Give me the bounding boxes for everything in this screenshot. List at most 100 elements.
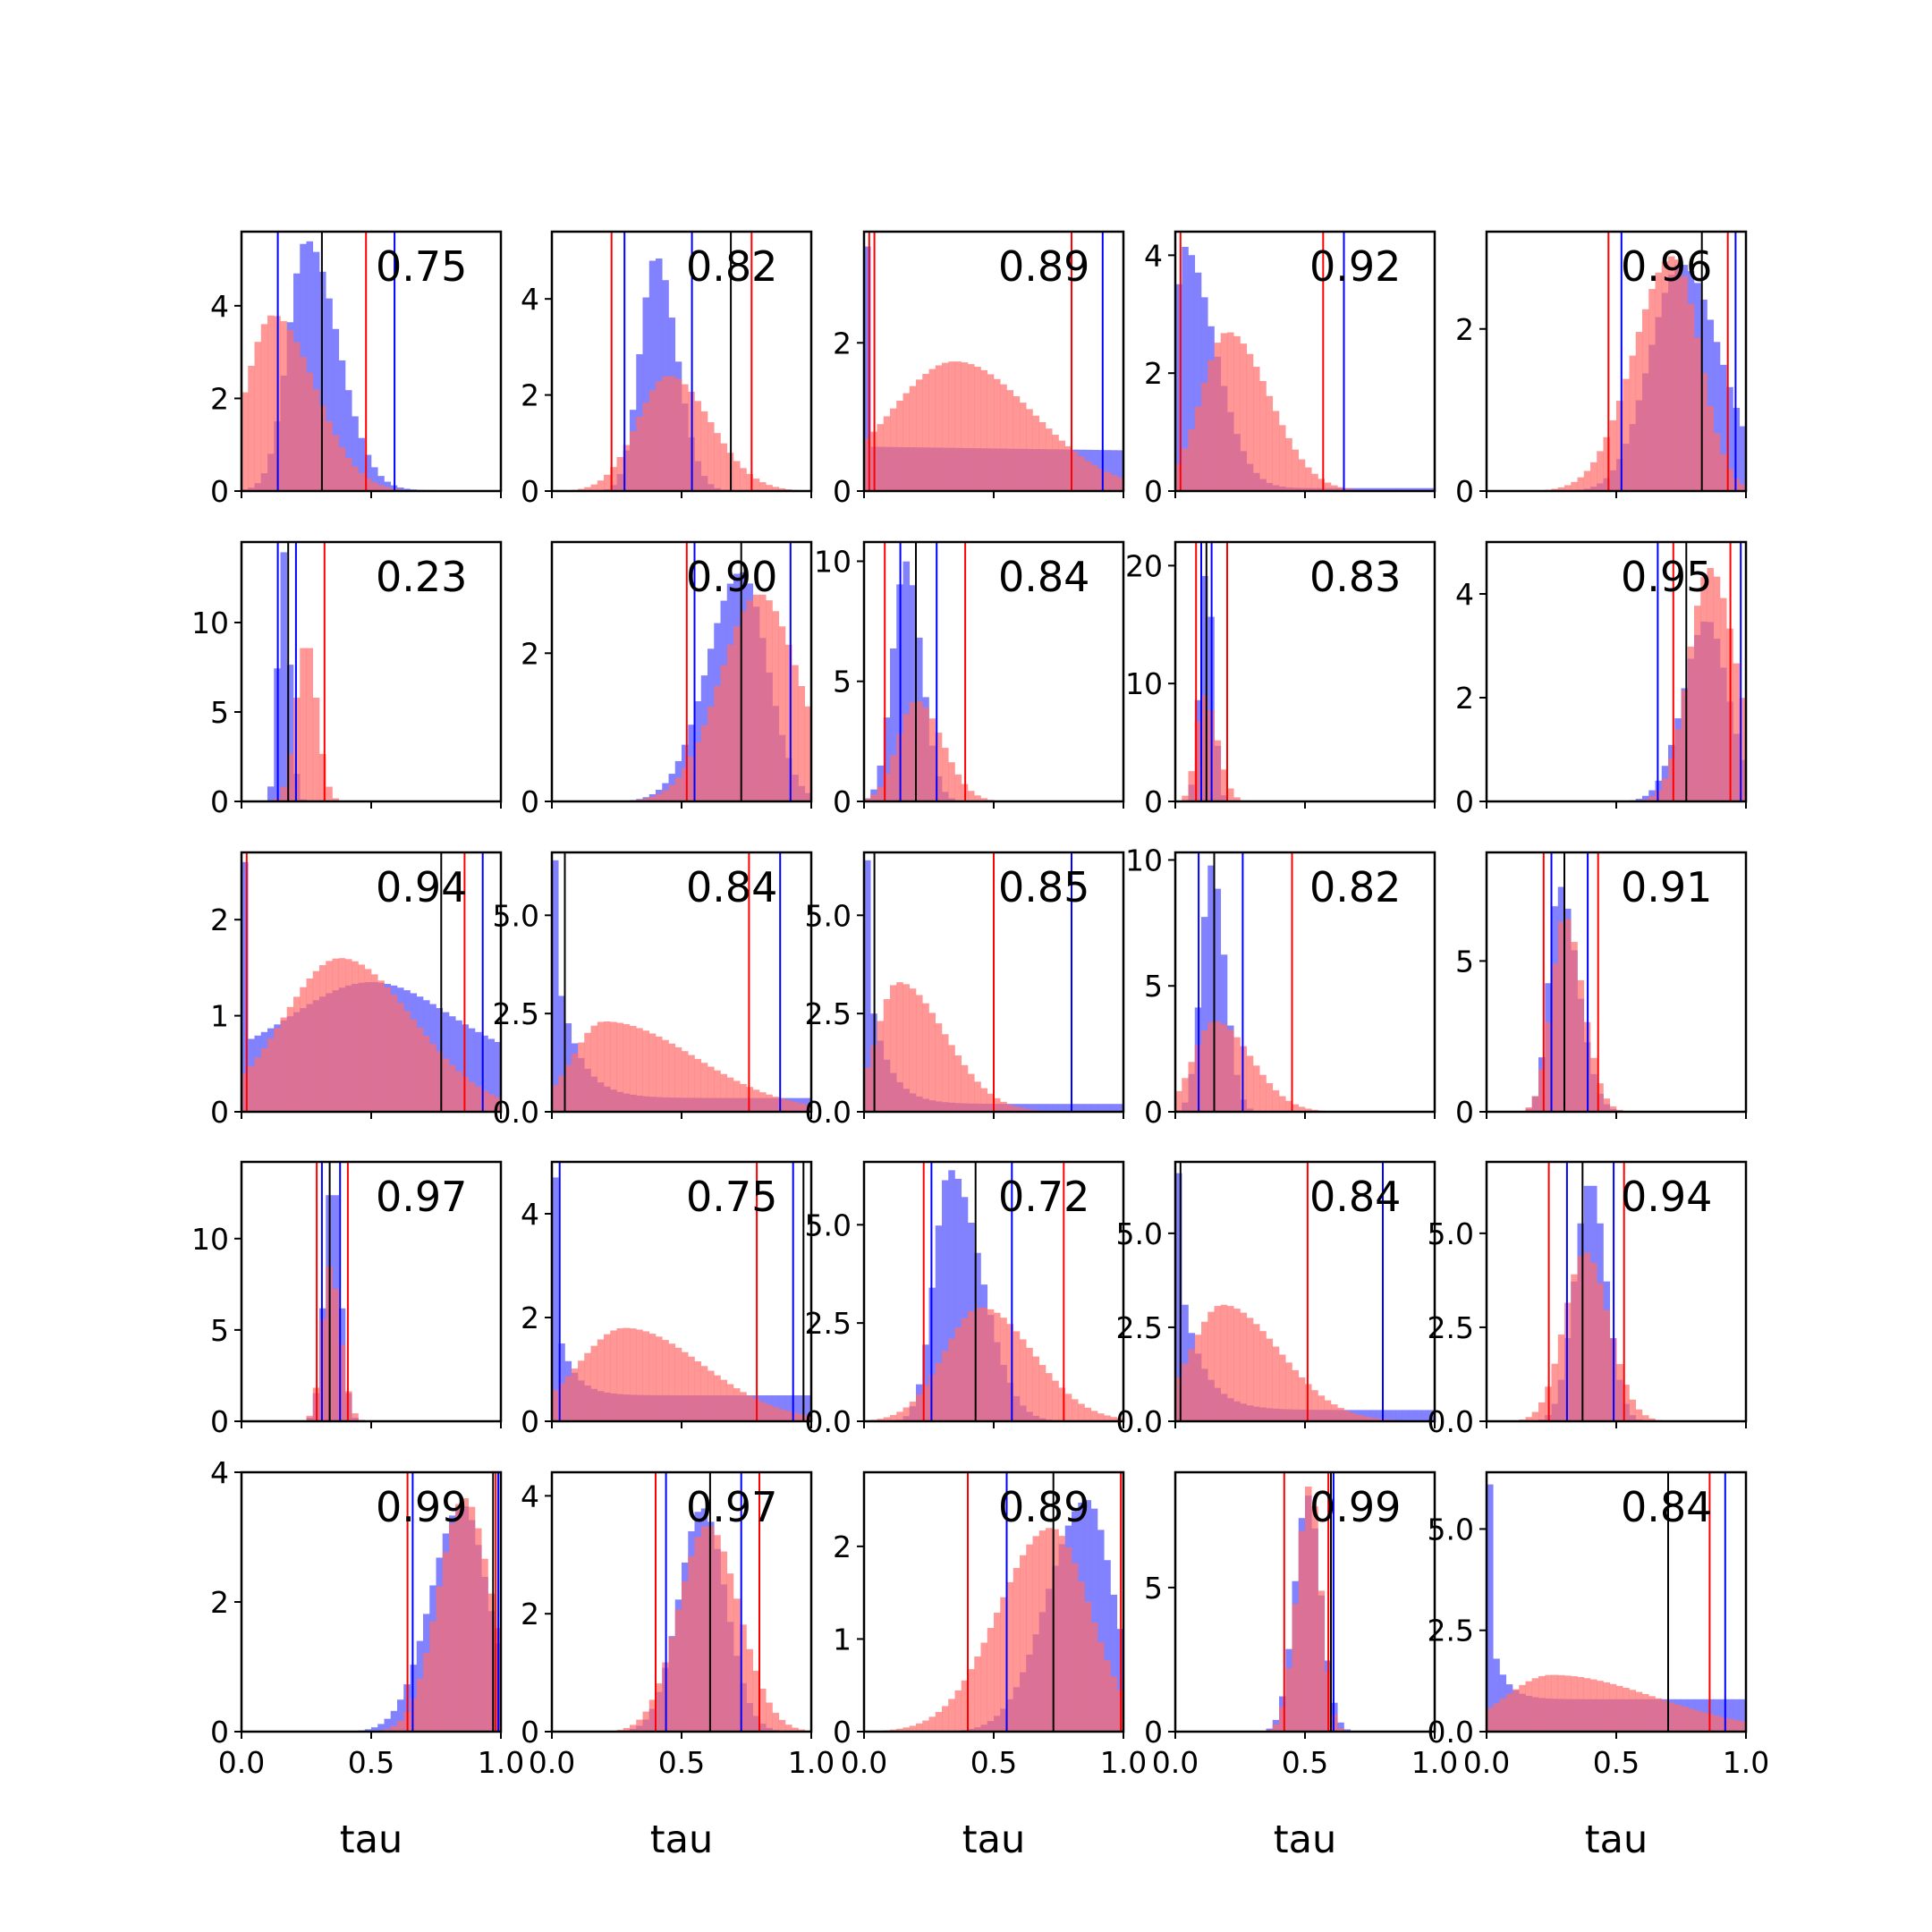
red-hist-bar bbox=[423, 1653, 430, 1732]
red-hist-bar bbox=[1700, 577, 1707, 801]
red-hist-bar bbox=[487, 1094, 496, 1112]
red-hist-bar bbox=[494, 1097, 501, 1112]
red-hist-bar bbox=[1603, 436, 1611, 491]
red-hist-bar bbox=[584, 487, 591, 491]
blue-hist-bar bbox=[648, 260, 657, 491]
red-hist-bar bbox=[1116, 477, 1123, 491]
red-hist-bar bbox=[1298, 1377, 1306, 1421]
panel-plot-area bbox=[1487, 1472, 1746, 1732]
red-hist-bar bbox=[636, 1329, 643, 1421]
red-hist-bar bbox=[1648, 289, 1656, 491]
red-hist-bar bbox=[909, 386, 917, 491]
red-hist-bar bbox=[1272, 1089, 1280, 1112]
red-hist-bar bbox=[766, 485, 773, 491]
red-hist-bar bbox=[890, 985, 897, 1112]
red-hist-bar bbox=[987, 1309, 995, 1421]
red-hist-bar bbox=[1272, 1724, 1280, 1732]
red-hist-bar bbox=[1571, 1676, 1578, 1732]
y-tick-label: 5.0 bbox=[805, 898, 852, 933]
red-hist-bar bbox=[1694, 606, 1701, 801]
red-hist-bar bbox=[623, 1024, 631, 1112]
red-hist-bar bbox=[733, 626, 741, 801]
blue-hist-bar bbox=[1642, 795, 1649, 801]
red-hist-bar bbox=[890, 755, 897, 801]
y-tick-label: 0.0 bbox=[1428, 1404, 1474, 1439]
blue-hist-bar bbox=[1713, 1699, 1721, 1732]
red-hist-bar bbox=[902, 1727, 911, 1732]
red-hist-bar bbox=[1597, 1083, 1604, 1112]
red-hist-bar bbox=[1298, 1106, 1306, 1112]
red-hist-bar bbox=[423, 1036, 430, 1112]
red-hist-bar bbox=[1318, 479, 1326, 491]
red-hist-bar bbox=[1583, 470, 1591, 491]
red-hist-bar bbox=[630, 1724, 637, 1732]
red-hist-bar bbox=[1603, 1682, 1611, 1732]
red-hist-bar bbox=[475, 1528, 482, 1732]
y-tick-label: 2 bbox=[833, 1530, 852, 1564]
red-hist-bar bbox=[1739, 698, 1746, 801]
panel-plot-area bbox=[552, 852, 811, 1112]
y-tick-label: 4 bbox=[1144, 238, 1163, 273]
red-hist-bar bbox=[714, 685, 721, 801]
red-hist-bar bbox=[642, 1331, 650, 1421]
red-hist-bar bbox=[1609, 1106, 1617, 1112]
blue-hist-bar bbox=[397, 487, 404, 491]
red-hist-bar bbox=[980, 1642, 988, 1732]
red-hist-bar bbox=[1078, 1581, 1085, 1732]
red-hist-bar bbox=[1090, 464, 1098, 491]
red-hist-bar bbox=[1227, 332, 1234, 491]
blue-hist-bar bbox=[364, 454, 372, 491]
red-hist-bar bbox=[1642, 1415, 1649, 1421]
red-hist-bar bbox=[610, 1021, 617, 1112]
red-hist-bar bbox=[714, 1535, 721, 1732]
red-hist-bar bbox=[902, 984, 911, 1112]
x-tick-label: 0.0 bbox=[841, 1745, 887, 1780]
blue-hist-bar bbox=[922, 1344, 929, 1421]
blue-hist-bar bbox=[864, 860, 871, 1112]
panel-correlation-label: 0.97 bbox=[686, 1483, 777, 1531]
red-hist-bar bbox=[772, 487, 780, 491]
red-hist-bar bbox=[642, 402, 650, 491]
red-hist-bar bbox=[648, 1033, 657, 1112]
red-hist-bar bbox=[636, 1028, 643, 1112]
red-hist-bar bbox=[726, 644, 734, 801]
y-tick-label: 2 bbox=[210, 381, 229, 416]
red-hist-bar bbox=[1026, 1347, 1033, 1421]
red-hist-bar bbox=[1188, 771, 1196, 801]
x-tick-label: 1.0 bbox=[1411, 1745, 1458, 1780]
red-hist-bar bbox=[656, 793, 663, 801]
red-hist-bar bbox=[1032, 1536, 1040, 1732]
panel-5-5: 0.0 2.5 5.0 0.0 0.5 1.0 0.84 tau bbox=[1428, 1470, 1769, 1862]
red-hist-bar bbox=[746, 600, 754, 801]
x-tick-label: 0.0 bbox=[529, 1745, 575, 1780]
y-tick-label: 0 bbox=[521, 784, 539, 819]
red-hist-bar bbox=[674, 378, 682, 491]
red-hist-bar bbox=[242, 1073, 249, 1112]
red-hist-bar bbox=[1687, 646, 1695, 801]
red-hist-bar bbox=[980, 369, 988, 491]
red-hist-bar bbox=[1531, 1678, 1539, 1732]
red-hist-bar bbox=[752, 479, 760, 491]
panel-correlation-label: 0.95 bbox=[1621, 553, 1712, 601]
blue-hist-bar bbox=[358, 437, 366, 491]
red-hist-bar bbox=[1331, 485, 1338, 491]
red-hist-bar bbox=[280, 1017, 288, 1112]
red-hist-bar bbox=[1266, 395, 1274, 491]
red-hist-bar bbox=[708, 422, 715, 491]
red-hist-bar bbox=[597, 1339, 605, 1421]
red-hist-bar bbox=[870, 794, 877, 801]
blue-hist-bar bbox=[280, 552, 288, 801]
blue-hist-bar bbox=[1383, 1410, 1390, 1421]
red-hist-bar bbox=[293, 342, 301, 491]
red-hist-bar bbox=[1246, 353, 1254, 491]
red-hist-bar bbox=[384, 987, 392, 1112]
y-tick-label: 0 bbox=[1144, 1715, 1163, 1750]
blue-hist-bar bbox=[954, 1178, 962, 1421]
red-hist-bar bbox=[694, 1360, 702, 1421]
red-hist-bar bbox=[752, 1670, 760, 1732]
y-tick-label: 0 bbox=[1144, 1095, 1163, 1130]
y-tick-label: 2.5 bbox=[805, 1306, 852, 1341]
blue-hist-bar bbox=[1720, 364, 1727, 491]
blue-hist-bar bbox=[1739, 1699, 1746, 1732]
